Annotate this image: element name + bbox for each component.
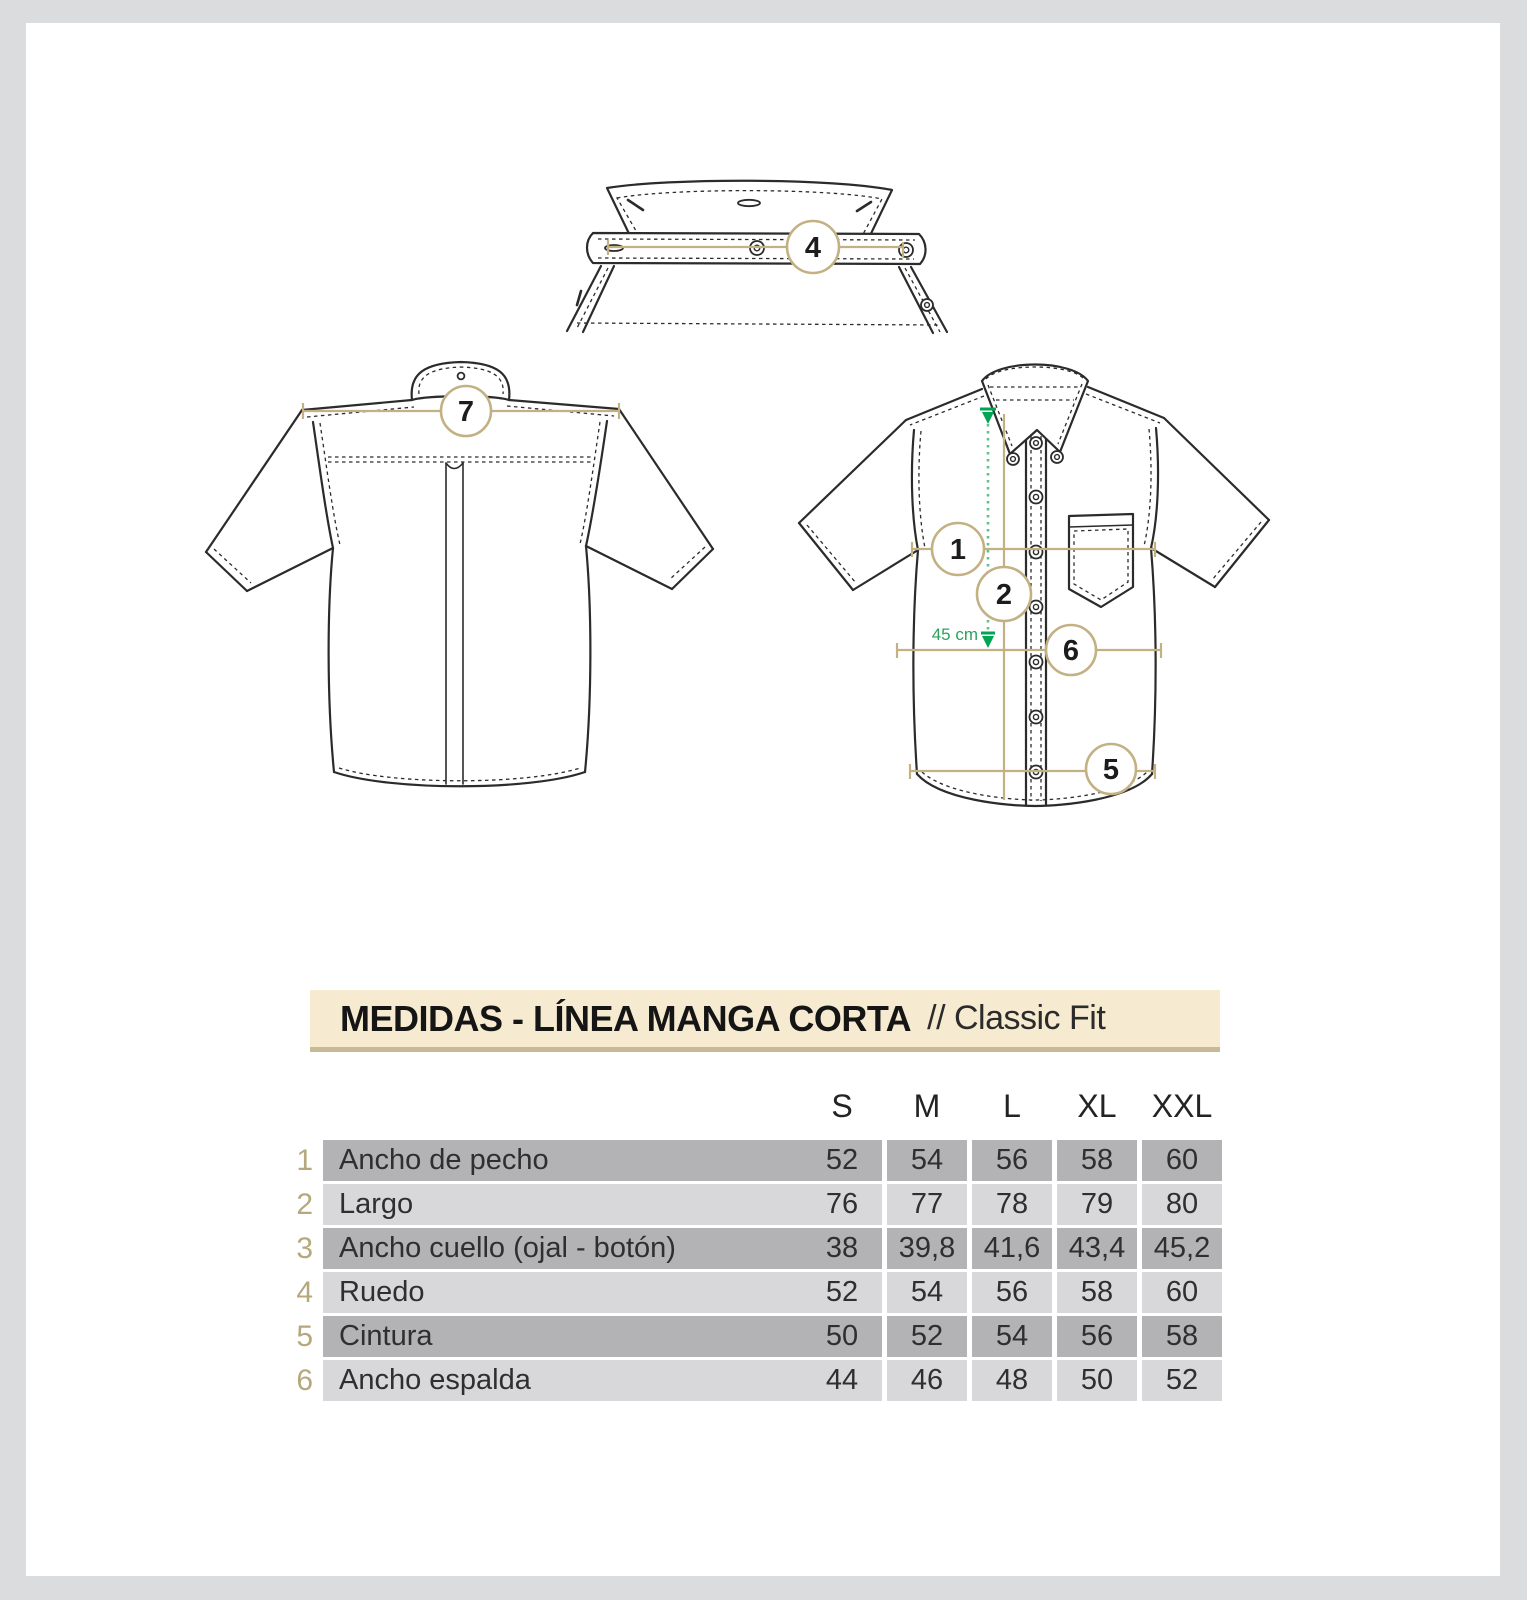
size-header-row: S M L XL XXL [323, 1086, 1222, 1127]
size-header-l: L [1003, 1088, 1021, 1124]
row-label: Largo [323, 1184, 802, 1225]
garment-diagram: 4 [204, 179, 1271, 808]
callout-7: 7 [458, 396, 474, 428]
table-title-bar: MEDIDAS - LÍNEA MANGA CORTA // Classic F… [310, 990, 1220, 1052]
cell-value: 77 [887, 1184, 967, 1225]
cell-value: 48 [972, 1360, 1052, 1401]
row-number: 1 [296, 1144, 313, 1177]
row-number: 3 [296, 1232, 313, 1265]
cell-value: 52 [802, 1140, 882, 1181]
cell-value: 79 [1057, 1184, 1137, 1225]
cell-value: 38 [802, 1228, 882, 1269]
cell-value: 76 [802, 1184, 882, 1225]
table-row: 2 Largo 76 77 78 79 80 [296, 1184, 1222, 1225]
cell-value: 44 [802, 1360, 882, 1401]
size-header-xxl: XXL [1151, 1088, 1213, 1124]
front-view-drawing: 45 cm 1 2 6 5 [797, 363, 1271, 808]
cell-value: 56 [1057, 1316, 1137, 1357]
collar-detail-drawing: 4 [565, 179, 949, 335]
cell-value: 58 [1057, 1272, 1137, 1313]
cell-value: 56 [972, 1272, 1052, 1313]
cell-value: 58 [1057, 1140, 1137, 1181]
size-header-s: S [831, 1088, 853, 1124]
cell-value: 60 [1142, 1272, 1222, 1313]
table-subtitle: // Classic Fit [927, 999, 1106, 1037]
callout-1: 1 [950, 534, 966, 566]
back-view-drawing: 7 [204, 360, 715, 788]
table-row: 4 Ruedo 52 54 56 58 60 [296, 1272, 1222, 1313]
callout-2: 2 [996, 579, 1012, 611]
cell-value: 56 [972, 1140, 1052, 1181]
row-number: 2 [296, 1188, 313, 1221]
table-row: 6 Ancho espalda 44 46 48 50 52 [296, 1360, 1222, 1401]
cell-value: 60 [1142, 1140, 1222, 1181]
table-row: 3 Ancho cuello (ojal - botón) 38 39,8 41… [296, 1228, 1222, 1269]
row-label: Ancho cuello (ojal - botón) [323, 1228, 802, 1269]
row-number: 6 [296, 1364, 313, 1397]
cell-value: 43,4 [1057, 1228, 1137, 1269]
cell-value: 78 [972, 1184, 1052, 1225]
cell-value: 39,8 [887, 1228, 967, 1269]
row-label: Ancho espalda [323, 1360, 802, 1401]
dimension-45cm-label: 45 cm [932, 625, 978, 644]
cell-value: 54 [972, 1316, 1052, 1357]
cell-value: 45,2 [1142, 1228, 1222, 1269]
row-label: Ruedo [323, 1272, 802, 1313]
callouts-front: 1 2 6 5 [930, 521, 1138, 796]
cell-value: 41,6 [972, 1228, 1052, 1269]
table-row: 5 Cintura 50 52 54 56 58 [296, 1316, 1222, 1357]
cell-value: 80 [1142, 1184, 1222, 1225]
row-number: 5 [296, 1320, 313, 1353]
cell-value: 52 [887, 1316, 967, 1357]
cell-value: 52 [1142, 1360, 1222, 1401]
callout-back-top-measure: 7 [301, 384, 621, 438]
size-table: S M L XL XXL 1 Ancho de pecho 52 54 56 5… [296, 1086, 1222, 1404]
callout-collar-measure: 4 [606, 219, 905, 275]
cell-value: 52 [802, 1272, 882, 1313]
table-title: MEDIDAS - LÍNEA MANGA CORTA [340, 997, 912, 1039]
size-header-xl: XL [1077, 1088, 1117, 1124]
callout-4: 4 [805, 232, 821, 264]
cell-value: 54 [887, 1140, 967, 1181]
table-row: 1 Ancho de pecho 52 54 56 58 60 [296, 1140, 1222, 1181]
chest-pocket [1067, 512, 1135, 609]
cell-value: 50 [1057, 1360, 1137, 1401]
cell-value: 46 [887, 1360, 967, 1401]
row-label: Cintura [323, 1316, 802, 1357]
cell-value: 58 [1142, 1316, 1222, 1357]
cell-value: 50 [802, 1316, 882, 1357]
row-number: 4 [296, 1276, 313, 1309]
callout-5: 5 [1103, 754, 1119, 786]
row-label: Ancho de pecho [323, 1140, 802, 1181]
size-header-m: M [913, 1088, 941, 1124]
cell-value: 54 [887, 1272, 967, 1313]
callout-6: 6 [1063, 635, 1079, 667]
